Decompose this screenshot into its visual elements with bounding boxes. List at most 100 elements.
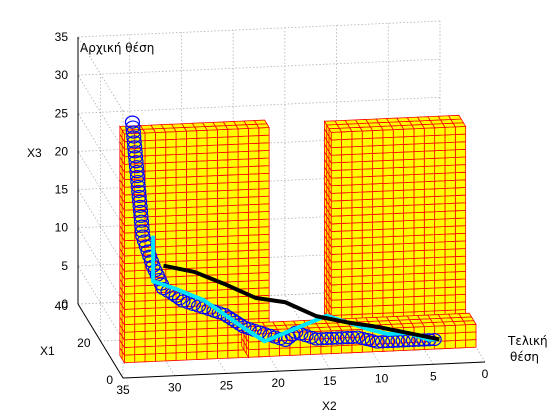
right-block-voxel: [361, 297, 373, 307]
left-block-voxel: [185, 252, 198, 262]
left-block-voxel: [196, 228, 208, 238]
left-block-voxel: [175, 214, 187, 224]
right-block-voxel: [330, 131, 342, 141]
left-block-voxel: [123, 216, 136, 226]
z-tick-label: 15: [55, 183, 69, 197]
left-block-voxel: [175, 176, 187, 186]
left-block-voxel: [154, 337, 167, 347]
left-block-voxel: [144, 299, 156, 309]
right-block-voxel: [341, 260, 353, 270]
left-block-voxel: [185, 351, 198, 361]
right-block-voxel: [330, 207, 342, 217]
floor-slab-voxel: [341, 344, 353, 354]
right-block-voxel: [444, 134, 456, 144]
left-block-voxel: [227, 219, 239, 229]
left-block-voxel: [123, 247, 136, 257]
right-block-voxel: [382, 220, 394, 230]
left-block-voxel: [196, 335, 208, 345]
left-block-voxel: [196, 221, 208, 231]
right-block-voxel: [392, 288, 405, 298]
left-block-voxel: [237, 242, 249, 252]
left-block-voxel: [196, 244, 208, 254]
right-block-voxel: [413, 150, 425, 160]
right-block-voxel: [330, 139, 342, 149]
left-block-voxel: [134, 300, 146, 310]
right-block-voxel: [361, 183, 373, 193]
left-block-voxel: [123, 262, 136, 272]
right-block-voxel: [403, 189, 415, 199]
trajectory-circle: [133, 209, 149, 223]
right-block-voxel: [330, 261, 342, 271]
right-block-voxel: [392, 235, 405, 245]
zlabel: X3: [27, 146, 42, 160]
trajectory-circle: [133, 214, 150, 228]
right-block-voxel: [330, 276, 342, 286]
right-block-voxel: [382, 213, 394, 223]
right-block-voxel: [330, 146, 342, 156]
left-block-voxel: [258, 157, 270, 167]
right-block-voxel: [361, 275, 373, 284]
right-block-voxel: [403, 273, 415, 283]
trajectory-circle: [127, 140, 143, 154]
left-block-voxel: [123, 277, 136, 287]
y-tick-label: 0: [106, 373, 113, 387]
left-block-voxel: [217, 128, 229, 138]
left-block-voxel: [237, 166, 249, 176]
left-block-voxel: [217, 151, 229, 161]
left-block-voxel: [123, 293, 136, 303]
left-block-voxel: [227, 166, 239, 176]
trajectory-circle: [131, 189, 147, 204]
left-block-voxel: [134, 285, 146, 295]
trajectory-circle: [329, 331, 345, 345]
right-block-voxel: [330, 169, 342, 179]
right-block-voxel: [454, 225, 467, 235]
right-block-voxel: [403, 181, 415, 191]
x-tick-label: 20: [271, 376, 285, 390]
left-block-voxel: [154, 230, 167, 240]
left-block-voxel: [144, 322, 156, 332]
left-block-voxel: [185, 343, 198, 353]
z-tick-label: 10: [55, 221, 69, 235]
right-block-voxel: [444, 210, 456, 220]
right-block-voxel: [372, 305, 384, 315]
left-block-voxel: [154, 177, 167, 187]
right-block-voxel: [454, 141, 467, 151]
left-block-voxel: [123, 232, 136, 242]
right-block-voxel: [444, 164, 456, 174]
left-block-voxel: [248, 188, 260, 198]
right-block-voxel: [351, 275, 363, 285]
right-block-voxel: [351, 298, 363, 308]
left-block-voxel: [123, 300, 136, 310]
left-block-voxel: [185, 176, 198, 185]
right-block-voxel: [444, 301, 456, 311]
left-block-voxel: [144, 353, 156, 363]
right-block-voxel: [392, 174, 405, 184]
right-block-voxel: [444, 233, 456, 243]
left-block-voxel: [258, 210, 270, 220]
right-block-voxel: [454, 263, 467, 273]
right-block-voxel: [434, 279, 446, 289]
left-block-voxel: [217, 189, 229, 199]
grid-line-z-side: [77, 265, 124, 341]
left-block-voxel: [165, 329, 177, 339]
right-block-voxel: [454, 179, 467, 189]
left-block-voxel: [237, 143, 249, 153]
right-block-voxel: [351, 168, 363, 178]
z-tick-label: 5: [61, 259, 68, 273]
right-block-voxel: [330, 192, 342, 202]
left-block-voxel: [248, 158, 260, 167]
left-block-voxel: [206, 266, 218, 276]
right-block-voxel: [351, 214, 363, 224]
left-block-voxel: [134, 353, 146, 363]
black-path-line: [163, 263, 440, 342]
right-block-voxel: [403, 227, 415, 237]
right-block-voxel: [403, 257, 415, 267]
left-block-voxel: [206, 190, 218, 200]
left-block-voxel: [196, 328, 208, 338]
left-block-voxel: [144, 139, 156, 149]
left-block-voxel: [196, 282, 208, 292]
floor-slab-voxel: [258, 348, 270, 358]
left-block-voxel: [217, 327, 229, 337]
right-block-voxel: [444, 256, 456, 266]
left-block-voxel: [144, 162, 156, 172]
